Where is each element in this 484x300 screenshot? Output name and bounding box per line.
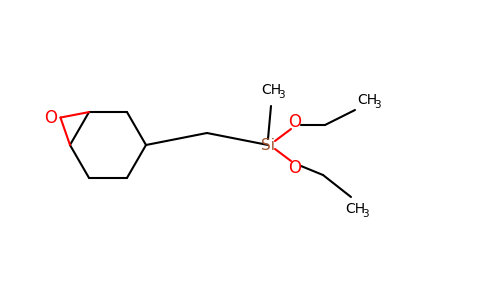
Text: CH: CH [357, 93, 377, 107]
Text: Si: Si [261, 137, 275, 152]
Text: 3: 3 [374, 100, 380, 110]
Text: CH: CH [261, 83, 281, 97]
Text: CH: CH [345, 202, 365, 216]
Text: 3: 3 [362, 209, 368, 219]
Text: O: O [288, 113, 302, 131]
Text: O: O [288, 159, 302, 177]
Text: O: O [44, 109, 57, 127]
Text: 3: 3 [278, 90, 284, 100]
